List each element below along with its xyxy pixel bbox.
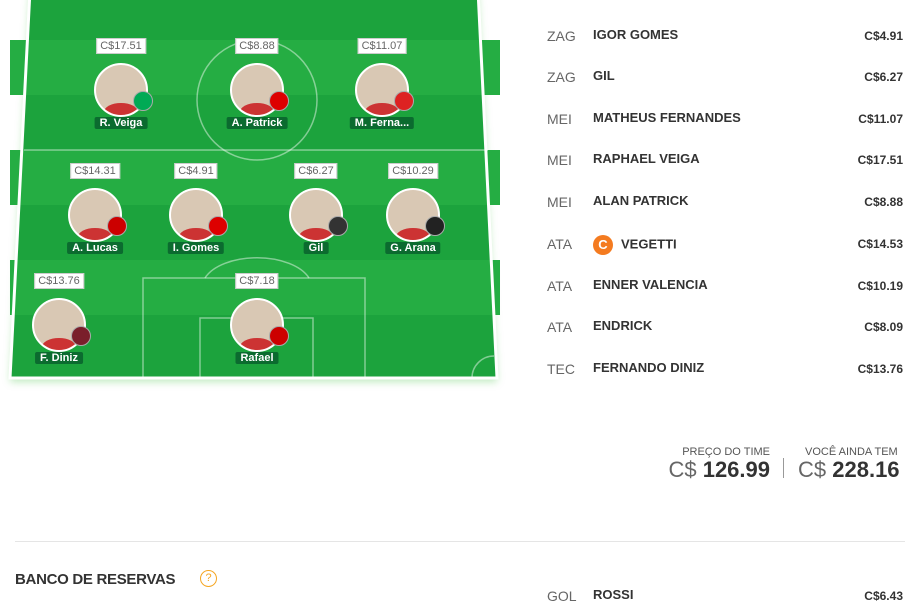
price-tag: C$7.18 — [235, 273, 279, 289]
price: C$8.09 — [864, 320, 903, 334]
price-tag: C$11.07 — [357, 38, 407, 54]
club-badge — [269, 91, 289, 111]
position: TEC — [547, 361, 575, 377]
club-badge — [394, 91, 414, 111]
price-tag: C$8.88 — [235, 38, 279, 54]
club-badge — [269, 326, 289, 346]
club-badge — [133, 91, 153, 111]
price: C$6.43 — [864, 589, 903, 603]
name-text: VEGETTI — [621, 236, 677, 252]
lineup-row[interactable]: MEI RAPHAEL VEIGA C$17.51 — [0, 150, 905, 172]
player-name: R. Veiga — [94, 117, 148, 129]
team-price: C$ 126.99 — [620, 457, 770, 483]
name-text: FERNANDO DINIZ — [593, 360, 705, 375]
price-tag: C$6.27 — [294, 163, 338, 179]
player-name: A. Lucas — [67, 242, 123, 254]
price: C$17.51 — [857, 153, 903, 167]
position: MEI — [547, 194, 572, 210]
price-tag: C$14.31 — [70, 163, 120, 179]
player-name: I. Gomes — [167, 242, 225, 254]
name-text: IGOR GOMES — [593, 27, 679, 42]
name-text: MATHEUS FERNANDES — [593, 110, 741, 125]
remaining-label: VOCÊ AINDA TEM — [805, 446, 898, 458]
club-badge — [107, 216, 127, 236]
lineup-row[interactable]: MEI ALAN PATRICK C$8.88 — [0, 192, 905, 214]
player-name: MATHEUS FERNANDES — [593, 110, 741, 125]
player-name: Gil — [303, 242, 329, 254]
price: C$4.91 — [864, 29, 903, 43]
club-badge — [71, 326, 91, 346]
player-name: IGOR GOMES — [593, 27, 678, 42]
player-name: ENNER VALENCIA — [593, 277, 708, 292]
avatar — [94, 63, 148, 117]
value: 228.16 — [832, 457, 900, 482]
player-name: GIL — [593, 68, 615, 83]
currency: C$ — [668, 457, 697, 482]
position: MEI — [547, 111, 572, 127]
lineup-row[interactable]: ZAG GIL C$6.27 — [0, 67, 905, 89]
name-text: GIL — [593, 68, 615, 83]
player-name: ENDRICK — [593, 318, 652, 333]
price: C$13.76 — [857, 362, 903, 376]
captain-badge: C — [593, 235, 613, 255]
lineup-row[interactable]: ATA C VEGETTI C$14.53 — [0, 234, 905, 256]
player-name: ALAN PATRICK — [593, 193, 689, 208]
value: 126.99 — [702, 457, 770, 482]
player-name: Rafael — [235, 352, 279, 364]
club-badge — [328, 216, 348, 236]
currency: C$ — [798, 457, 827, 482]
player-name: C VEGETTI — [593, 235, 677, 255]
price-tag: C$13.76 — [34, 273, 84, 289]
lineup-row[interactable]: ATA ENNER VALENCIA C$10.19 — [0, 276, 905, 298]
name-text: RAPHAEL VEIGA — [593, 151, 700, 166]
position: ATA — [547, 236, 573, 252]
position: ZAG — [547, 28, 576, 44]
lineup-row[interactable]: ATA ENDRICK C$8.09 — [0, 317, 905, 339]
position: ATA — [547, 278, 573, 294]
lineup-row[interactable]: TEC FERNANDO DINIZ C$13.76 — [0, 359, 905, 381]
price-tag: C$4.91 — [174, 163, 218, 179]
player-name: M. Ferna... — [349, 117, 415, 129]
position: ATA — [547, 319, 573, 335]
player-name: RAPHAEL VEIGA — [593, 151, 700, 166]
name-text: ALAN PATRICK — [593, 193, 689, 208]
divider — [15, 541, 905, 542]
position: MEI — [547, 152, 572, 168]
lineup-row[interactable]: MEI MATHEUS FERNANDES C$11.07 — [0, 109, 905, 131]
price: C$14.53 — [857, 237, 903, 251]
price-tag: C$10.29 — [388, 163, 438, 179]
avatar — [169, 188, 223, 242]
price-tag: C$17.51 — [96, 38, 146, 54]
position: GOL — [547, 588, 577, 604]
player-name: FERNANDO DINIZ — [593, 360, 704, 375]
price: C$10.19 — [857, 279, 903, 293]
club-badge — [425, 216, 445, 236]
name-text: ENNER VALENCIA — [593, 277, 708, 292]
separator — [783, 458, 784, 478]
price: C$8.88 — [864, 195, 903, 209]
position: ZAG — [547, 69, 576, 85]
lineup-row[interactable]: ZAG IGOR GOMES C$4.91 — [0, 26, 905, 48]
player-name: G. Arana — [385, 242, 441, 254]
price: C$6.27 — [864, 70, 903, 84]
club-badge — [208, 216, 228, 236]
name-text: ENDRICK — [593, 318, 653, 333]
help-icon[interactable]: ? — [200, 570, 217, 587]
bench-row[interactable]: GOL ROSSI C$6.43 — [0, 586, 905, 608]
remaining: C$ 228.16 — [798, 457, 900, 483]
player-name: A. Patrick — [226, 117, 288, 129]
player-name: F. Diniz — [35, 352, 83, 364]
bench-title: BANCO DE RESERVAS — [15, 571, 176, 588]
player-name: ROSSI — [593, 587, 634, 602]
price: C$11.07 — [858, 112, 903, 126]
team-price-label: PREÇO DO TIME — [682, 446, 770, 458]
